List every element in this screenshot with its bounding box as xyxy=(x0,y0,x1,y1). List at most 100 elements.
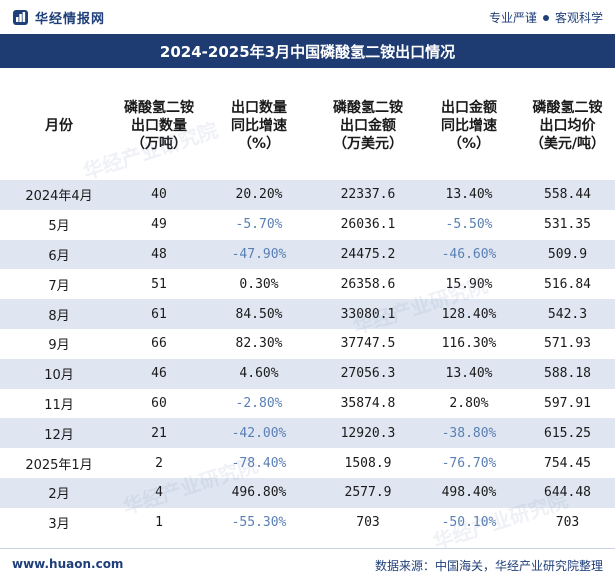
cell-price: 558.44 xyxy=(544,187,591,203)
brand-logo-icon xyxy=(13,9,28,25)
footer-url[interactable]: www.huaon.com xyxy=(12,557,124,571)
table-row: 9月 66 82.30% 37747.5 116.30% 571.93 xyxy=(0,328,615,359)
footer: www.huaon.com 数据来源：中国海关，华经产业研究院整理 xyxy=(0,548,615,580)
table-body: 2024年4月 40 20.20% 22337.6 13.40% 558.44 5月 49 -5… xyxy=(0,180,615,538)
column-header-price: 磷酸氢二铵 出口均价 （美元/吨） xyxy=(529,100,606,152)
cell-quantity-yoy: 4.60% xyxy=(239,366,279,382)
cell-quantity-yoy: -55.30% xyxy=(231,515,287,531)
cell-quantity-yoy: -47.90% xyxy=(231,246,287,262)
cell-quantity-yoy: -78.40% xyxy=(231,455,287,471)
column-header-quantity-yoy: 出口数量 同比增速 （%） xyxy=(231,100,287,152)
cell-quantity-yoy: 20.20% xyxy=(235,187,283,203)
column-header-amount: 磷酸氢二铵 出口金额 （万美元） xyxy=(333,100,403,152)
cell-quantity-yoy: 0.30% xyxy=(239,276,279,292)
cell-quantity: 2 xyxy=(155,455,163,471)
cell-amount-yoy: 13.40% xyxy=(445,187,493,203)
cell-month: 7月 xyxy=(48,278,70,294)
cell-quantity: 46 xyxy=(151,366,167,382)
cell-price: 509.9 xyxy=(547,246,588,262)
cell-month: 11月 xyxy=(44,397,74,413)
table-row: 2025年1月 2 -78.40% 1508.9 -76.70% 754.45 xyxy=(0,448,615,478)
cell-month: 9月 xyxy=(48,338,70,354)
cell-amount: 37747.5 xyxy=(340,336,396,352)
title-bar: 2024-2025年3月中国磷酸氢二铵出口情况 xyxy=(0,34,615,68)
table-row: 2024年4月 40 20.20% 22337.6 13.40% 558.44 xyxy=(0,180,615,210)
table-row: 7月 51 0.30% 26358.6 15.90% 516.84 xyxy=(0,269,615,300)
cell-amount: 2577.9 xyxy=(344,485,392,501)
cell-amount: 35874.8 xyxy=(340,395,396,411)
dot-icon xyxy=(542,14,549,21)
cell-amount: 27056.3 xyxy=(340,366,396,382)
cell-month: 6月 xyxy=(48,248,70,264)
cell-amount-yoy: 13.40% xyxy=(445,366,493,382)
cell-price: 644.48 xyxy=(544,485,591,501)
table-row: 6月 48 -47.90% 24475.2 -46.60% 509.9 xyxy=(0,239,615,270)
slogan: 专业严谨 客观科学 xyxy=(489,9,603,26)
cell-price: 571.93 xyxy=(544,336,591,352)
cell-quantity-yoy: 82.30% xyxy=(235,336,283,352)
cell-amount-yoy: -38.80% xyxy=(441,425,497,441)
cell-quantity: 4 xyxy=(155,485,163,501)
cell-quantity: 66 xyxy=(151,336,167,352)
cell-amount-yoy: -76.70% xyxy=(441,455,497,471)
brand-name: 华经情报网 xyxy=(35,11,106,27)
cell-quantity-yoy: 84.50% xyxy=(235,306,283,322)
cell-amount-yoy: -5.50% xyxy=(445,217,493,233)
cell-quantity: 49 xyxy=(151,217,167,233)
brand[interactable]: 华经情报网 xyxy=(12,8,106,27)
table-row: 10月 46 4.60% 27056.3 13.40% 588.18 xyxy=(0,358,615,389)
cell-price: 597.91 xyxy=(544,395,591,411)
top-bar: 华经情报网 专业严谨 客观科学 xyxy=(0,0,615,34)
cell-price: 615.25 xyxy=(544,425,591,441)
table-row: 12月 21 -42.00% 12920.3 -38.80% 615.25 xyxy=(0,418,615,449)
cell-month: 8月 xyxy=(48,308,70,324)
table-row: 5月 49 -5.70% 26036.1 -5.50% 531.35 xyxy=(0,209,615,240)
table-header: 月份 磷酸氢二铵 出口数量 （万吨） 出口数量 同比增速 （%） 磷酸氢二铵 出… xyxy=(0,72,615,180)
cell-amount: 33080.1 xyxy=(340,306,396,322)
cell-quantity: 48 xyxy=(151,246,167,262)
cell-amount: 24475.2 xyxy=(340,246,396,262)
cell-quantity-yoy: 496.80% xyxy=(231,485,287,501)
cell-amount: 1508.9 xyxy=(344,455,392,471)
table-row: 3月 1 -55.30% 703 -50.10% 703 xyxy=(0,507,615,538)
cell-amount-yoy: 2.80% xyxy=(449,395,489,411)
cell-amount-yoy: -50.10% xyxy=(441,515,497,531)
cell-month: 10月 xyxy=(44,368,74,384)
cell-quantity: 21 xyxy=(151,425,167,441)
table-row: 8月 61 84.50% 33080.1 128.40% 542.3 xyxy=(0,299,615,329)
data-table: 月份 磷酸氢二铵 出口数量 （万吨） 出口数量 同比增速 （%） 磷酸氢二铵 出… xyxy=(0,72,615,538)
data-source: 数据来源：中国海关，华经产业研究院整理 xyxy=(374,559,603,573)
cell-quantity: 60 xyxy=(151,395,167,411)
cell-amount-yoy: -46.60% xyxy=(441,246,497,262)
cell-amount-yoy: 15.90% xyxy=(445,276,493,292)
cell-price: 754.45 xyxy=(544,455,591,471)
cell-month: 3月 xyxy=(48,517,70,533)
cell-amount: 26036.1 xyxy=(340,217,396,233)
table-row: 11月 60 -2.80% 35874.8 2.80% 597.91 xyxy=(0,388,615,419)
cell-price: 542.3 xyxy=(547,306,588,322)
cell-quantity-yoy: -2.80% xyxy=(235,395,283,411)
column-header-amount-yoy: 出口金额 同比增速 （%） xyxy=(441,100,497,152)
cell-month: 5月 xyxy=(48,219,70,235)
cell-month: 2月 xyxy=(48,487,70,503)
cell-amount-yoy: 116.30% xyxy=(441,336,497,352)
column-header-month: 月份 xyxy=(45,118,73,134)
cell-price: 516.84 xyxy=(544,276,591,292)
cell-quantity-yoy: -42.00% xyxy=(231,425,287,441)
cell-amount: 12920.3 xyxy=(340,425,396,441)
table-row: 2月 4 496.80% 2577.9 498.40% 644.48 xyxy=(0,477,615,508)
cell-price: 531.35 xyxy=(544,217,591,233)
cell-amount: 22337.6 xyxy=(340,187,396,203)
cell-month: 2025年1月 xyxy=(25,457,93,473)
cell-quantity: 61 xyxy=(151,306,167,322)
cell-month: 2024年4月 xyxy=(25,189,93,205)
cell-amount: 703 xyxy=(356,515,380,531)
slogan-left: 专业严谨 xyxy=(488,11,537,25)
cell-quantity-yoy: -5.70% xyxy=(235,217,283,233)
cell-quantity: 51 xyxy=(151,276,167,292)
cell-amount-yoy: 498.40% xyxy=(441,485,497,501)
cell-price: 703 xyxy=(555,515,580,531)
slogan-right: 客观科学 xyxy=(554,11,603,25)
page-title: 2024-2025年3月中国磷酸氢二铵出口情况 xyxy=(159,42,456,61)
cell-month: 12月 xyxy=(44,427,74,443)
